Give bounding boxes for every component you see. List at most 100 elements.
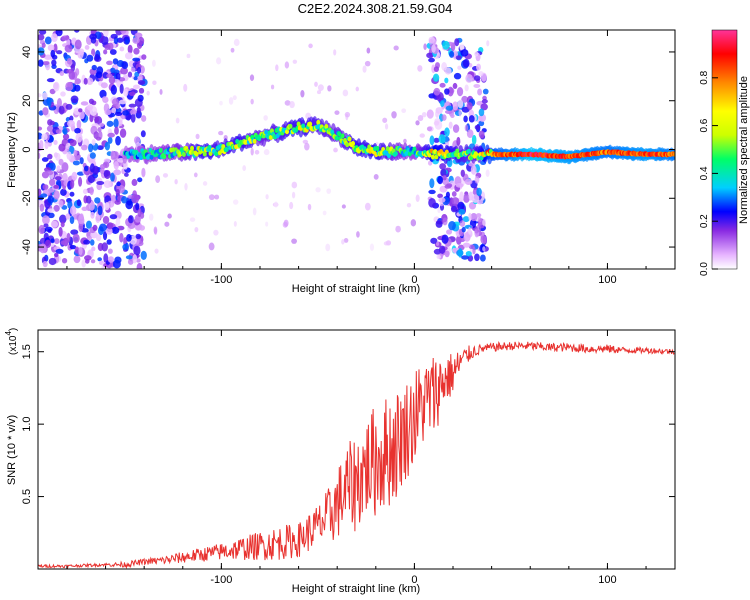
- heatmap-cell: [308, 121, 313, 127]
- heatmap-cell: [432, 73, 440, 82]
- heatmap-cell: [149, 154, 154, 160]
- heatmap-cell: [89, 152, 96, 159]
- heatmap-cell: [133, 76, 138, 81]
- heatmap-cell: [208, 194, 215, 201]
- heatmap-cell: [104, 202, 110, 211]
- heatmap-cell: [106, 120, 114, 127]
- heatmap-cell: [53, 190, 60, 200]
- heatmap-cell: [436, 254, 441, 260]
- heatmap-cell: [115, 135, 121, 146]
- heatmap-cell: [103, 49, 108, 55]
- heatmap-cell: [317, 84, 324, 92]
- heatmap-cell: [106, 60, 113, 66]
- heatmap-cell: [464, 84, 469, 92]
- heatmap-cell: [110, 172, 115, 182]
- heatmap-cell: [218, 130, 224, 136]
- colorbar-gradient: [711, 29, 738, 270]
- heatmap-cell: [94, 116, 100, 123]
- heatmap-cell: [95, 136, 102, 141]
- heatmap-cell: [139, 225, 145, 231]
- heatmap-cell: [478, 71, 484, 77]
- heatmap-cell: [66, 57, 73, 65]
- heatmap-cell: [134, 32, 143, 39]
- heatmap-cell: [126, 233, 132, 242]
- heatmap-cell: [252, 138, 257, 144]
- heatmap-cell: [446, 229, 453, 235]
- heatmap-cell: [439, 163, 447, 170]
- heatmap-cell: [82, 188, 88, 195]
- heatmap-cell: [393, 45, 399, 51]
- heatmap-cell: [437, 193, 443, 199]
- heatmap-cell: [38, 243, 47, 254]
- heatmap-cell: [254, 149, 260, 155]
- heatmap-cell: [47, 153, 53, 160]
- heatmap-cell: [42, 184, 49, 190]
- heatmap-cell: [40, 193, 48, 198]
- heatmap-cell: [417, 65, 423, 72]
- heatmap-cell: [70, 179, 75, 189]
- heatmap-cell: [102, 231, 108, 241]
- heatmap-cell: [74, 78, 81, 85]
- heatmap-cell: [80, 101, 89, 106]
- heatmap-cell: [115, 72, 121, 81]
- heatmap-cell: [50, 242, 55, 247]
- heatmap-cell: [43, 223, 49, 228]
- heatmap-cell: [99, 223, 107, 232]
- heatmap-cell: [138, 36, 145, 45]
- heatmap-cell: [459, 220, 466, 227]
- heatmap-cell: [74, 84, 81, 92]
- heatmap-cell: [49, 178, 56, 187]
- heatmap-cell: [114, 126, 119, 135]
- y-tick-label: 1.0: [21, 417, 33, 432]
- heatmap-cell: [383, 241, 389, 246]
- heatmap-cell: [435, 110, 440, 118]
- heatmap-cell: [97, 127, 102, 133]
- heatmap-cell: [438, 197, 446, 203]
- heatmap-cell: [103, 180, 112, 189]
- heatmap-cell: [67, 200, 73, 209]
- heatmap-cell: [103, 169, 111, 179]
- heatmap-cell: [81, 228, 89, 233]
- heatmap-cell: [81, 259, 86, 268]
- heatmap-cell: [403, 138, 407, 144]
- heatmap-cell: [438, 245, 446, 254]
- heatmap-cell: [478, 108, 485, 117]
- heatmap-cell: [118, 119, 123, 127]
- heatmap-cell: [47, 44, 55, 52]
- heatmap-cell: [284, 100, 291, 106]
- heatmap-cell: [468, 115, 475, 123]
- heatmap-cell: [444, 88, 450, 95]
- heatmap-cell: [44, 239, 52, 248]
- heatmap-cell: [59, 71, 65, 77]
- heatmap-cell: [119, 46, 125, 52]
- heatmap-cell: [432, 38, 437, 46]
- heatmap-cell: [46, 78, 55, 83]
- heatmap-cell: [113, 169, 122, 176]
- heatmap-cell: [125, 39, 130, 44]
- heatmap-cell: [125, 200, 134, 210]
- heatmap-cell: [464, 124, 469, 132]
- heatmap-cell: [384, 123, 389, 130]
- heatmap-cell: [316, 119, 321, 125]
- heatmap-cell: [114, 111, 123, 117]
- heatmap-cell: [128, 91, 136, 96]
- heatmap-cell: [91, 138, 96, 146]
- heatmap-cell: [107, 132, 115, 138]
- y-tick-label: 40: [21, 46, 33, 58]
- heatmap-cell: [429, 135, 435, 146]
- heatmap-cell: [438, 134, 446, 144]
- heatmap-cell: [64, 44, 73, 53]
- heatmap-cell: [69, 244, 77, 250]
- heatmap-cell: [44, 140, 49, 150]
- heatmap-cell: [101, 96, 109, 102]
- heatmap-cell: [78, 214, 85, 225]
- snr-series-line: [38, 341, 675, 569]
- heatmap-cell: [116, 181, 121, 187]
- heatmap-cell: [152, 80, 157, 86]
- heatmap-cell: [141, 115, 147, 122]
- heatmap-cell: [58, 105, 65, 115]
- heatmap-cell: [132, 57, 141, 62]
- heatmap-cell: [284, 61, 290, 69]
- heatmap-cell: [470, 213, 478, 222]
- heatmap-cell: [452, 82, 458, 90]
